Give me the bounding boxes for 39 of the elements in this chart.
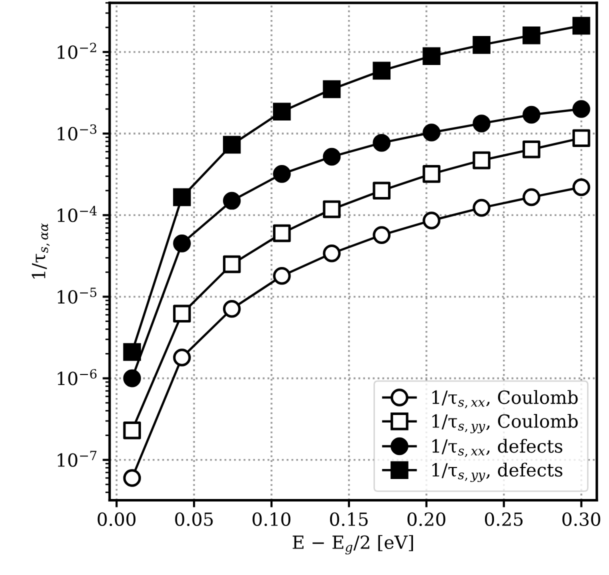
x-tick-label: 0.15 <box>330 512 368 526</box>
x-tick-label: 0.00 <box>98 512 136 526</box>
legend-label: 1/τ$_{s,xx}$, Coulomb <box>432 390 578 408</box>
point <box>173 234 191 252</box>
point <box>272 102 291 120</box>
x-tick-label: 0.10 <box>252 512 290 526</box>
point <box>422 47 440 66</box>
y-tick-label: 10$^{−7}$ <box>58 450 96 467</box>
y-axis-title: 1/τ$_{s,αα}$ <box>32 223 50 279</box>
legend-label: 1/τ$_{s,yy}$, Coulomb <box>432 414 578 434</box>
point <box>272 165 291 183</box>
legend-label: 1/τ$_{s,xx}$, defects <box>432 438 562 458</box>
y-tick-label: 10$^{−5}$ <box>58 288 96 304</box>
x-tick-label: 0.30 <box>562 512 600 526</box>
point <box>422 124 440 142</box>
point <box>372 62 391 80</box>
x-tick-label: 0.05 <box>175 512 213 526</box>
point <box>472 114 490 132</box>
point <box>472 36 490 54</box>
point <box>123 343 141 361</box>
point <box>572 100 590 118</box>
y-tick-label: 10$^{−2}$ <box>58 42 96 59</box>
x-tick-label: 0.20 <box>408 512 446 526</box>
y-tick-label: 10$^{−6}$ <box>58 369 97 386</box>
y-tick-label: 10$^{−3}$ <box>58 124 96 141</box>
point <box>173 188 191 206</box>
point <box>322 80 341 98</box>
point <box>222 136 241 154</box>
point <box>572 16 590 35</box>
x-axis-title: E − E$_{g}$/2 [eV] <box>292 535 414 554</box>
point <box>522 26 540 44</box>
y-tick-label: 10$^{−4}$ <box>58 206 97 222</box>
x-tick-label: 0.25 <box>484 512 523 526</box>
point <box>322 148 341 166</box>
point <box>522 106 540 124</box>
point <box>222 192 241 210</box>
legend-label: 1/τ$_{s,yy}$, defects <box>432 462 562 482</box>
point <box>372 134 391 152</box>
point <box>123 369 141 388</box>
